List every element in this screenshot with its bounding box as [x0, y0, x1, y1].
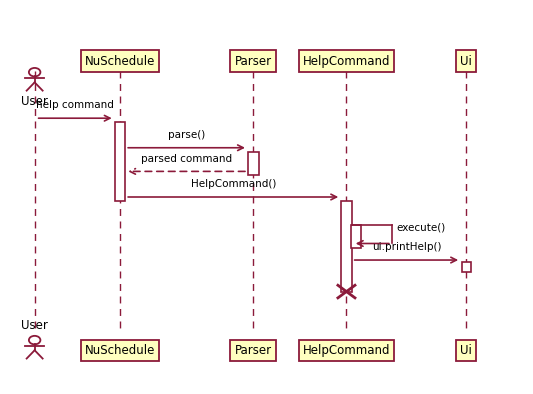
Bar — [248, 152, 259, 175]
Text: parsed command: parsed command — [141, 154, 232, 164]
Text: Parser: Parser — [235, 55, 272, 67]
Bar — [341, 201, 352, 292]
Text: NuSchedule: NuSchedule — [85, 55, 155, 67]
Text: HelpCommand(): HelpCommand() — [190, 179, 276, 189]
Text: HelpCommand: HelpCommand — [303, 55, 390, 67]
Text: Ui: Ui — [461, 55, 472, 67]
Text: execute(): execute() — [396, 223, 445, 233]
Bar — [115, 122, 125, 201]
Text: ui.printHelp(): ui.printHelp() — [372, 242, 441, 252]
Text: Parser: Parser — [235, 344, 272, 357]
Text: help command: help command — [36, 100, 114, 110]
Bar — [462, 262, 471, 272]
Text: User: User — [21, 319, 48, 332]
Text: Ui: Ui — [461, 344, 472, 357]
Text: parse(): parse() — [168, 130, 205, 140]
Text: HelpCommand: HelpCommand — [303, 344, 390, 357]
Text: User: User — [21, 95, 48, 108]
Bar — [351, 225, 361, 248]
Text: NuSchedule: NuSchedule — [85, 344, 155, 357]
